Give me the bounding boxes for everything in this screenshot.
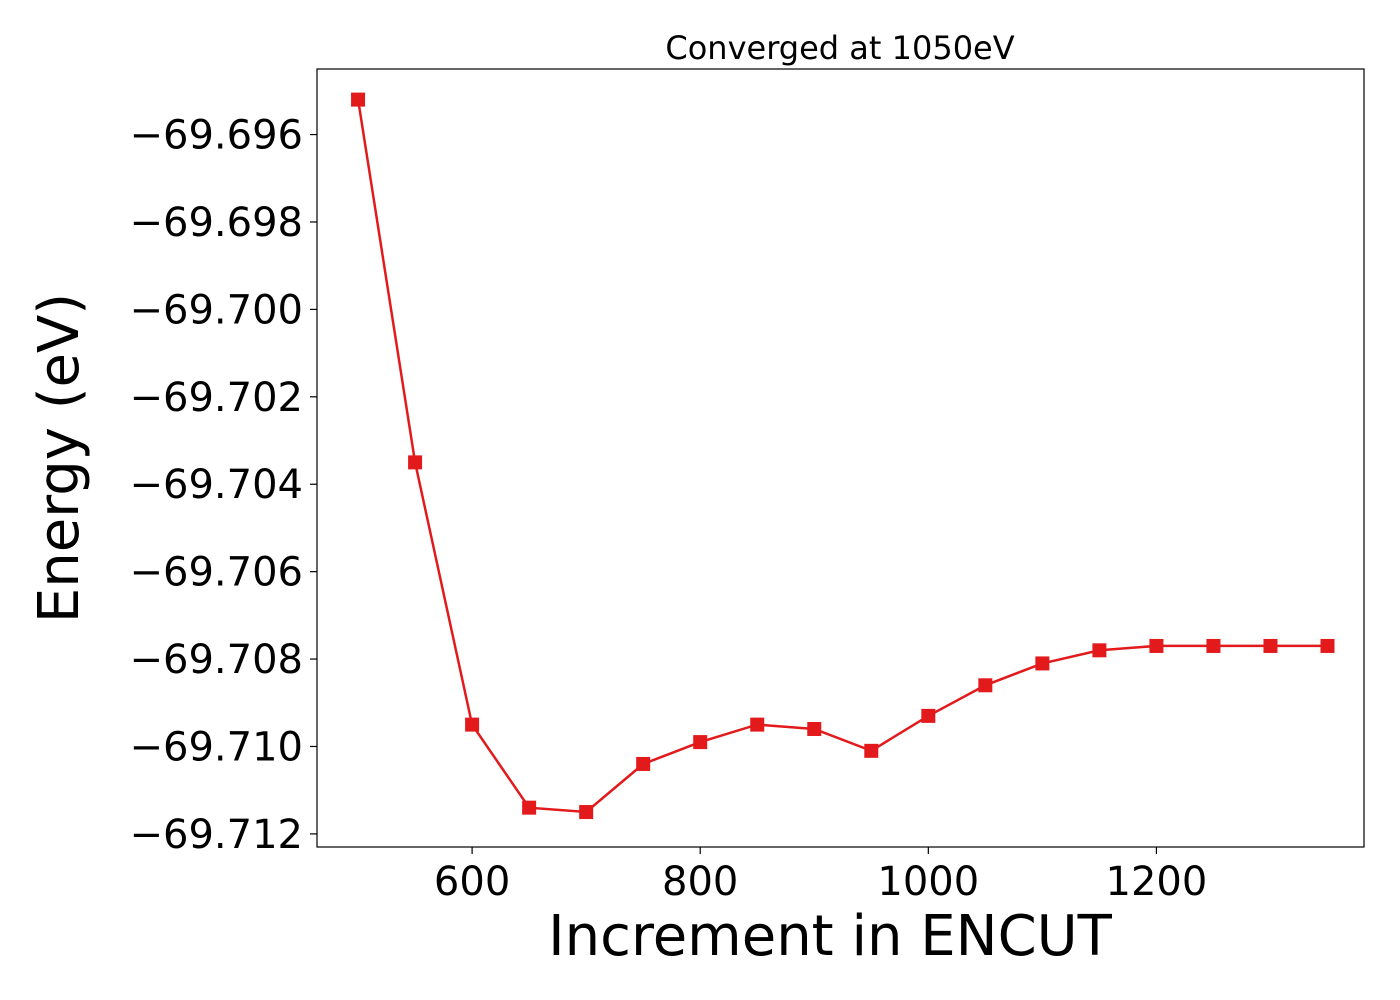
y-tick-label: −69.696 (130, 113, 303, 159)
data-point (921, 708, 936, 723)
data-point (1320, 638, 1335, 653)
x-tick-label: 1200 (1106, 859, 1208, 905)
y-tick-label: −69.708 (130, 637, 303, 683)
y-tick-label: −69.712 (130, 812, 303, 858)
data-point (1092, 643, 1107, 658)
x-axis-label: Increment in ENCUT (548, 904, 1113, 969)
data-point (522, 800, 537, 815)
y-tick-label: −69.698 (130, 200, 303, 246)
y-axis-label: Energy (eV) (27, 293, 92, 623)
x-tick-label: 600 (434, 859, 510, 905)
y-tick-label: −69.710 (130, 724, 303, 770)
y-tick-label: −69.704 (130, 462, 303, 508)
data-point (579, 805, 594, 820)
data-point (408, 455, 423, 470)
y-axis: −69.696 −69.698 −69.700 −69.702 −69.704 −69.7… (130, 113, 317, 858)
x-axis: 600 800 1000 1200 (434, 847, 1207, 905)
data-point (807, 721, 822, 736)
data-point (750, 717, 765, 732)
data-point (351, 92, 366, 107)
data-point (864, 743, 879, 758)
plot-area (316, 68, 1365, 848)
data-point (1149, 638, 1164, 653)
data-point (465, 717, 480, 732)
series-line (356, 99, 1328, 814)
data-point (1206, 638, 1221, 653)
chart-title: Converged at 1050eV (665, 29, 1014, 67)
y-tick-label: −69.706 (130, 550, 303, 596)
x-tick-label: 1000 (877, 859, 979, 905)
data-point (636, 756, 651, 771)
data-point (1263, 638, 1278, 653)
data-point (1035, 656, 1050, 671)
y-tick-label: −69.702 (130, 375, 303, 421)
y-tick-label: −69.700 (130, 287, 303, 333)
data-point (978, 678, 993, 693)
data-point (693, 735, 708, 750)
x-tick-label: 800 (662, 859, 738, 905)
series-layer (351, 92, 1335, 820)
